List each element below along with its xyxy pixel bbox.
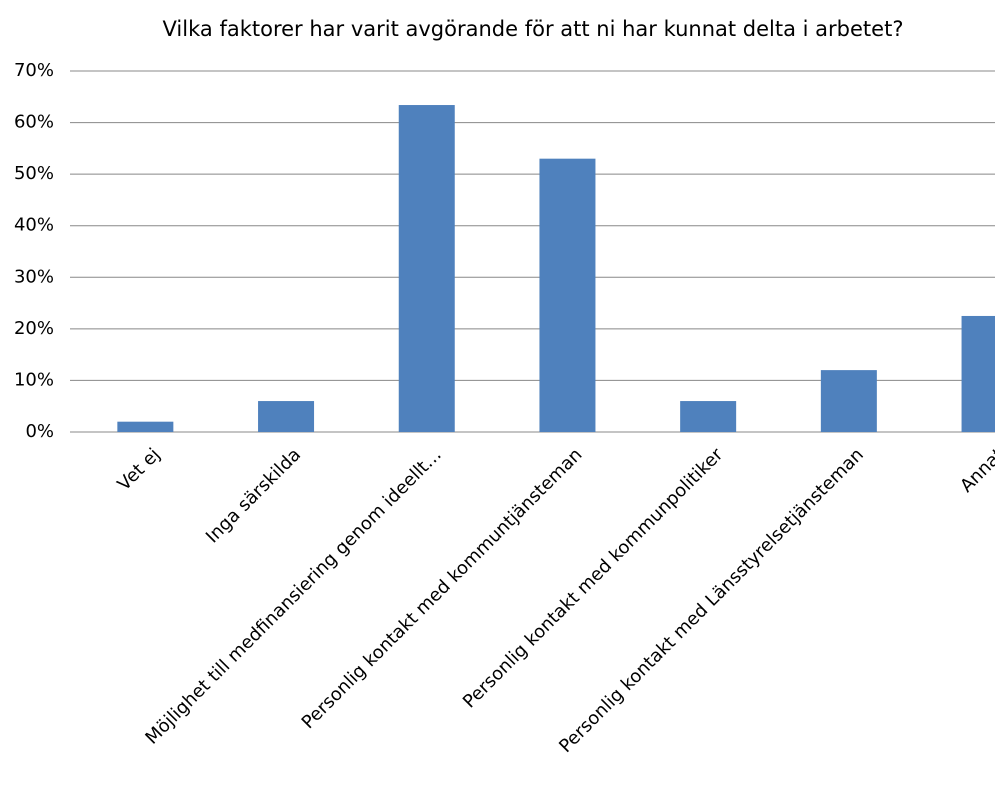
- bar: [680, 401, 737, 432]
- x-tick-label: Personlig kontakt med kommuntjänsteman: [298, 444, 587, 733]
- bar: [961, 315, 995, 432]
- x-tick-label: Personlig kontakt med Länsstyrelsetjänst…: [555, 444, 868, 757]
- x-tick-label: Vet ej: [114, 444, 165, 495]
- y-tick-label: 50%: [14, 163, 54, 184]
- x-tick-label: Möjlighet till medfinansiering genom ide…: [141, 444, 445, 748]
- chart-title: Vilka faktorer har varit avgörande för a…: [163, 17, 904, 41]
- bar: [539, 158, 596, 432]
- y-tick-label: 60%: [14, 112, 54, 133]
- y-tick-label: 70%: [14, 60, 54, 81]
- bar: [117, 421, 174, 432]
- y-tick-label: 0%: [25, 421, 54, 442]
- y-tick-label: 20%: [14, 318, 54, 339]
- bar: [398, 105, 455, 432]
- y-tick-label: 10%: [14, 369, 54, 390]
- x-tick-label: Personlig kontakt med kommunpolitiker: [459, 444, 728, 713]
- bar: [820, 370, 877, 432]
- y-tick-label: 40%: [14, 215, 54, 236]
- x-tick-label: Annat: [956, 444, 995, 496]
- x-tick-label: Inga särskilda: [202, 444, 305, 547]
- y-tick-label: 30%: [14, 266, 54, 287]
- bar: [258, 401, 315, 432]
